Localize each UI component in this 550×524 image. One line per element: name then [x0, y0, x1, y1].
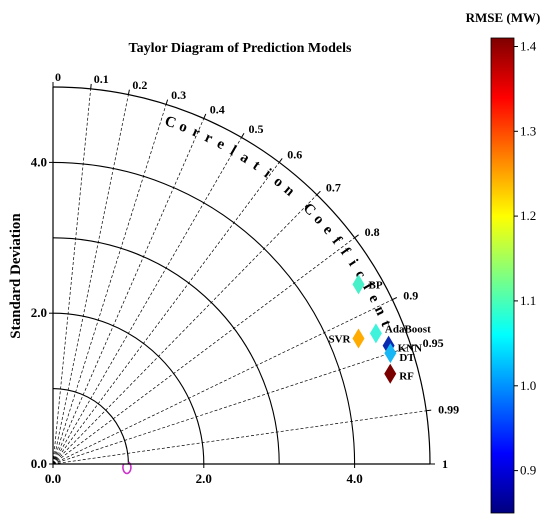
correlation-tick — [392, 297, 398, 301]
colorbar-ticks: 0.9 1.0 1.1 1.2 1.3 1.4 — [514, 39, 537, 478]
model-label-knn: KNN — [398, 343, 423, 355]
std-arc — [52, 86, 431, 465]
y-tick-label: 0.0 — [31, 456, 47, 471]
correlation-ray — [52, 410, 427, 465]
correlation-axis-letter: r — [190, 124, 203, 141]
x-tick-label: 4.0 — [346, 471, 362, 486]
std-arc — [52, 161, 356, 465]
correlation-ray — [52, 88, 92, 465]
correlation-ray — [52, 299, 393, 465]
model-label-adaboost: AdaBoost — [385, 323, 431, 335]
std-arc — [52, 388, 129, 465]
taylor-grid — [52, 86, 431, 475]
correlation-axis-letter: n — [371, 304, 389, 319]
y-tick-label: 2.0 — [31, 305, 47, 320]
correlation-axis-letter: t — [377, 318, 394, 329]
correlation-axis-letter: f — [337, 245, 353, 259]
model-label-svr: SVR — [328, 334, 351, 346]
correlation-axis-letter: i — [359, 281, 375, 293]
model-marker-rf — [384, 363, 397, 384]
chart-title: Taylor Diagram of Prediction Models — [129, 41, 352, 56]
correlation-tick-label: 0.9 — [403, 288, 418, 302]
colorbar-tick-label: 1.2 — [520, 208, 536, 223]
correlation-tick — [203, 113, 207, 119]
correlation-tick — [354, 234, 359, 239]
colorbar — [490, 37, 515, 514]
model-marker-adaboost — [369, 323, 382, 344]
correlation-tick — [316, 190, 321, 196]
colorbar-tick-label: 1.3 — [520, 123, 536, 138]
correlation-axis-letter: f — [329, 234, 345, 249]
model-label-bp: BP — [369, 279, 383, 291]
correlation-axis-letter: r — [202, 130, 215, 147]
correlation-tick-label: 0.3 — [171, 88, 186, 102]
correlation-axis-letter: n — [281, 182, 298, 200]
correlation-ray — [52, 94, 129, 465]
correlation-axis-letter: t — [250, 158, 263, 174]
correlation-ray — [52, 137, 242, 465]
correlation-tick — [127, 89, 130, 95]
correlation-ray — [52, 118, 205, 465]
correlation-axis-letter: e — [320, 222, 337, 238]
colorbar-tick-label: 1.0 — [520, 378, 536, 393]
correlation-tick-label: 0.7 — [326, 181, 341, 195]
y-tick-label: 4.0 — [31, 154, 47, 169]
tick-labels: 0.00.0 2.0 2.0 4.0 4.0 0 0.1 0.2 0.3 0.4 0.5 0.6 0.7… — [31, 70, 459, 486]
correlation-axis-letter: l — [227, 143, 239, 159]
correlation-ray — [52, 104, 167, 465]
model-label-rf: RF — [399, 371, 414, 383]
correlation-tick-label: 0.8 — [365, 225, 380, 239]
correlation-tick-label: 1 — [442, 457, 448, 471]
correlation-tick-label: 0.95 — [423, 336, 444, 350]
correlation-tick — [278, 158, 283, 163]
correlation-axis-letter: i — [261, 166, 274, 181]
correlation-tick — [410, 344, 417, 347]
correlation-tick-label: 0.6 — [287, 147, 302, 161]
correlation-tick-label: 0.2 — [132, 78, 147, 92]
correlation-tick-label: 0 — [55, 70, 61, 84]
std-arc — [52, 237, 280, 465]
correlation-ray — [52, 194, 318, 465]
correlation-tick-label: 0.5 — [249, 122, 264, 136]
correlation-tick-label: 0.99 — [438, 402, 459, 416]
correlation-axis-letter: e — [365, 292, 382, 306]
correlation-ray — [52, 345, 412, 465]
taylor-axes — [52, 87, 430, 465]
correlation-axis-letter: o — [270, 173, 286, 190]
model-marker-svr — [352, 328, 365, 349]
correlation-axis-letter: C — [163, 113, 178, 132]
correlation-axis-letter: o — [310, 211, 327, 227]
correlation-axis-letter: i — [345, 257, 361, 269]
correlation-axis-letter: e — [214, 136, 228, 153]
correlation-tick — [90, 83, 92, 89]
correlation-tick-label: 0.4 — [210, 102, 225, 116]
colorbar-tick-label: 0.9 — [520, 463, 536, 478]
correlation-axis-letter: a — [237, 149, 252, 167]
colorbar-tick-label: 1.4 — [520, 39, 537, 54]
correlation-tick — [241, 132, 245, 138]
model-marker-dt — [384, 343, 397, 364]
x-tick-label: 2.0 — [196, 471, 212, 486]
correlation-axis-letter: o — [177, 118, 190, 136]
y-axis-label: Standard Deviation — [8, 213, 24, 339]
correlation-tick — [426, 409, 432, 412]
correlation-tick — [165, 99, 169, 105]
model-label-dt: DT — [399, 352, 415, 364]
correlation-ray — [52, 237, 355, 465]
model-marker-bp — [352, 274, 365, 295]
colorbar-tick-label: 1.1 — [520, 293, 536, 308]
correlation-ray — [52, 162, 280, 465]
std-arc — [52, 312, 205, 465]
colorbar-title: RMSE (MW) — [466, 10, 541, 25]
x-tick-label: 0.0 — [45, 471, 61, 486]
correlation-tick-label: 0.1 — [94, 72, 109, 86]
